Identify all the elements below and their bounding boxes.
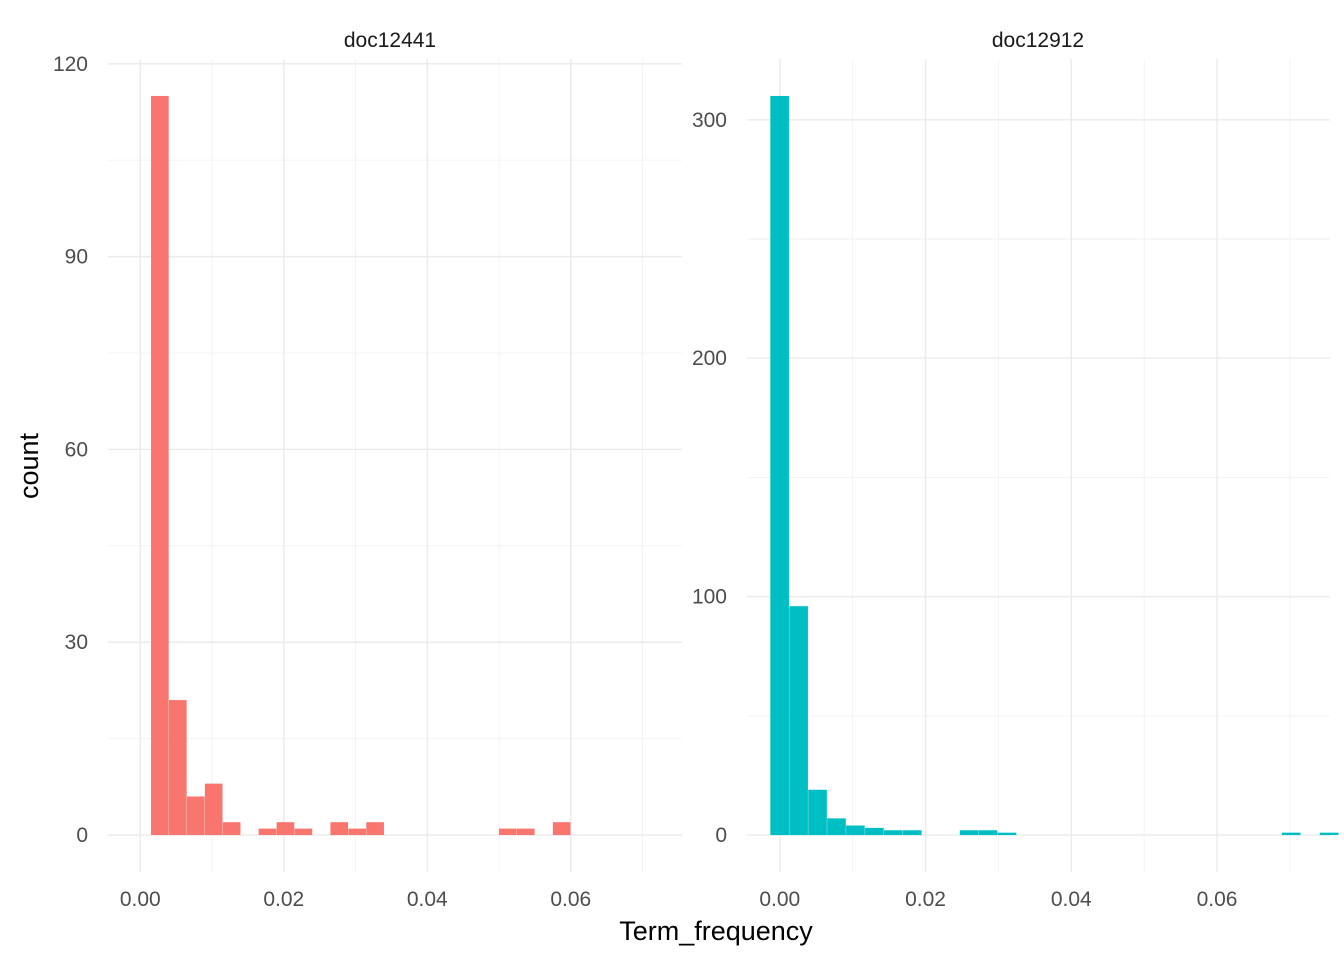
histogram-bar [276, 822, 295, 836]
y-tick-labels: 0 100 200 300 [692, 109, 727, 847]
histogram-bar [499, 828, 517, 836]
y-tick-label: 100 [692, 586, 727, 609]
histogram-bar [846, 825, 865, 836]
histogram-bar [865, 827, 884, 836]
histogram-bar [959, 830, 979, 836]
histogram-bar [204, 783, 223, 836]
histogram-bar [222, 822, 241, 836]
x-axis-title: Term_frequency [619, 916, 813, 946]
panel-bars [151, 95, 571, 836]
histogram-bar [151, 95, 169, 836]
histogram-bar [348, 828, 366, 836]
histogram-bar [552, 822, 571, 836]
y-tick-label: 30 [65, 631, 88, 654]
x-tick-label: 0.00 [120, 888, 161, 911]
y-tick-labels: 0 30 60 90 120 [53, 53, 88, 847]
y-tick-label: 0 [76, 824, 88, 847]
histogram-bar [186, 796, 205, 836]
histogram-bar [330, 822, 349, 836]
panel-bars [770, 95, 1339, 836]
x-tick-label: 0.02 [263, 888, 304, 911]
histogram-bar [827, 818, 846, 836]
x-tick-label: 0.04 [1051, 888, 1092, 911]
histogram-bar [808, 789, 827, 836]
histogram-bar [1319, 832, 1339, 836]
y-tick-label: 0 [715, 824, 727, 847]
x-tick-label: 0.04 [407, 888, 448, 911]
x-tick-labels: 0.00 0.02 0.04 0.06 [120, 888, 591, 911]
histogram-bar [168, 700, 187, 836]
histogram-bar [294, 828, 313, 836]
panel-grid [747, 59, 1330, 872]
panel-doc12912: 0 100 200 300 0.00 0.02 0.04 0.06 doc12912 [692, 29, 1339, 911]
histogram-bar [789, 606, 808, 836]
x-tick-label: 0.06 [1197, 888, 1238, 911]
panel-title: doc12912 [992, 29, 1084, 52]
y-axis-title: count [14, 432, 44, 499]
histogram-bar [884, 830, 903, 836]
histogram-bar [770, 95, 789, 836]
y-tick-label: 90 [65, 246, 88, 269]
panel-doc12441: 0 30 60 90 120 0.00 0.02 0.04 0.06 doc12441 [53, 29, 682, 911]
y-tick-label: 300 [692, 109, 727, 132]
y-tick-label: 60 [65, 438, 88, 461]
histogram-bar [978, 830, 998, 836]
histogram-bar [1281, 832, 1301, 836]
histogram-bar [258, 828, 277, 836]
y-tick-label: 200 [692, 347, 727, 370]
y-tick-label: 120 [53, 53, 88, 76]
x-tick-labels: 0.00 0.02 0.04 0.06 [759, 888, 1237, 911]
histogram-bar [902, 830, 922, 836]
histogram-bar [366, 822, 384, 836]
x-tick-label: 0.06 [550, 888, 591, 911]
panel-title: doc12441 [344, 29, 436, 52]
x-tick-label: 0.02 [905, 888, 946, 911]
panel-grid [108, 59, 682, 872]
x-tick-label: 0.00 [759, 888, 800, 911]
histogram-bar [516, 828, 535, 836]
histogram-bar [997, 832, 1017, 836]
